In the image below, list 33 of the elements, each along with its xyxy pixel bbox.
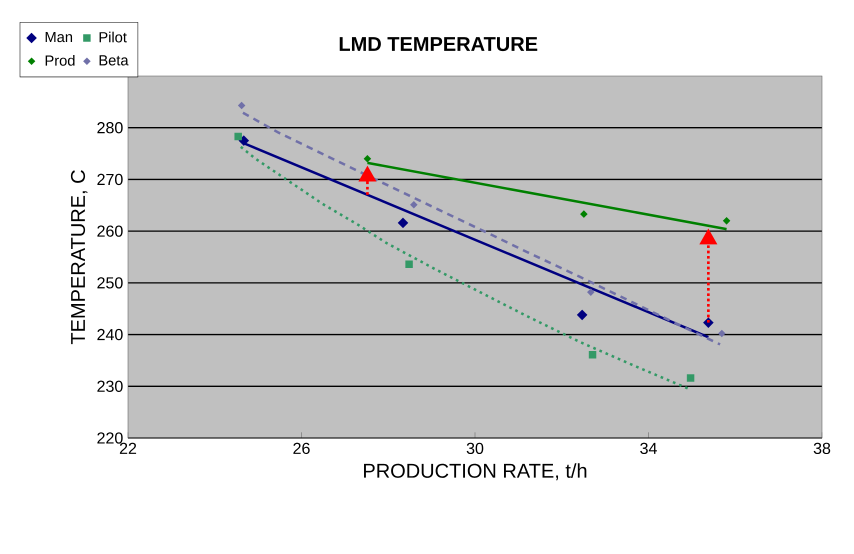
point (364, 155, 372, 162)
x-tick-label: 38 (814, 442, 830, 454)
point (576, 310, 588, 320)
point (580, 210, 588, 218)
x-tick-label: 22 (120, 442, 136, 454)
y-tick-label: 220 (97, 432, 123, 444)
point (410, 201, 418, 208)
line-series (242, 111, 722, 346)
x-tick-label: 26 (293, 442, 310, 454)
legend-label: Pilot (100, 32, 127, 42)
chart-title: LMD TEMPERATURE (340, 37, 538, 52)
point (405, 260, 413, 268)
point (587, 288, 594, 296)
x-axis-title: PRODUCTION RATE, t/h (364, 463, 586, 480)
y-tick-label: 240 (97, 328, 123, 340)
x-tick-label: 30 (466, 442, 484, 454)
point (686, 374, 694, 382)
y-tick-label: 270 (97, 174, 123, 186)
legend-label: Beta (100, 55, 129, 66)
y-tick-label: 260 (97, 225, 123, 237)
legend-label: Prod (46, 54, 75, 66)
point (238, 102, 246, 110)
point (234, 132, 242, 140)
legend-label: Man (46, 32, 72, 42)
point (718, 330, 726, 338)
point (722, 217, 730, 224)
x-tick-label: 34 (640, 442, 657, 454)
y-tick-label: 250 (97, 277, 123, 289)
y-axis-title: TEMPERATURE, C (70, 170, 88, 344)
point (588, 351, 596, 358)
point (398, 218, 408, 228)
y-tick-label: 230 (97, 380, 123, 392)
y-tick-label: 280 (97, 122, 123, 134)
